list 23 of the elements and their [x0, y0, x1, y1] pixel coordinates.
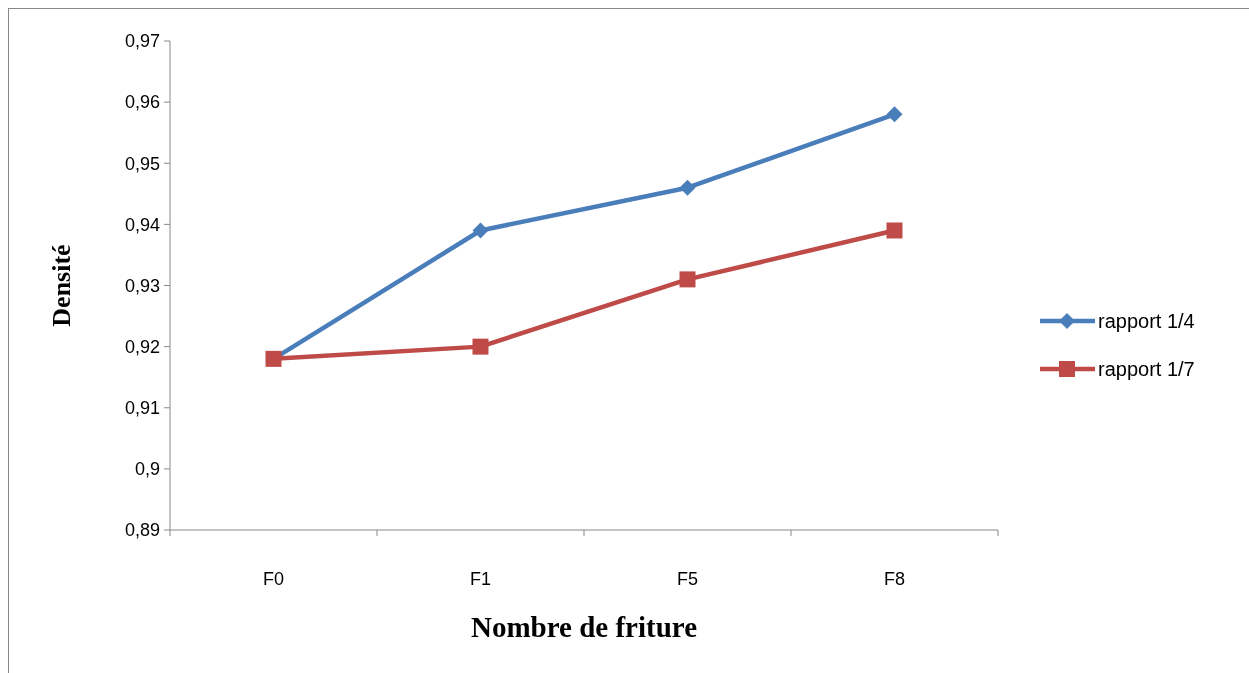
y-tick-label: 0,91 — [124, 398, 160, 419]
x-tick-label: F0 — [262, 569, 285, 589]
y-tick-label: 0,92 — [124, 336, 160, 357]
x-tick-label: F5 — [676, 569, 699, 589]
y-tick-label: 0,89 — [124, 520, 160, 541]
legend-label: rapport 1/7 — [1098, 358, 1195, 380]
y-tick-label: 0,96 — [124, 92, 160, 113]
y-axis-title: Densité — [47, 244, 76, 327]
point — [679, 271, 696, 288]
y-tick-label: 0,9 — [134, 459, 160, 480]
x-tick-label: F1 — [469, 569, 492, 589]
point — [472, 222, 489, 239]
y-tick-label: 0,93 — [124, 275, 160, 296]
point — [472, 338, 489, 355]
point — [886, 106, 903, 123]
y-tick-label: 0,95 — [124, 153, 160, 174]
y-tick-label: 0,97 — [124, 31, 160, 52]
x-tick-label: F8 — [883, 569, 906, 589]
y-tick-label: 0,94 — [124, 214, 160, 235]
point — [679, 179, 696, 196]
x-axis-title: Nombre de friture — [470, 611, 698, 643]
legend-label: rapport 1/4 — [1098, 310, 1195, 332]
point — [886, 222, 903, 239]
